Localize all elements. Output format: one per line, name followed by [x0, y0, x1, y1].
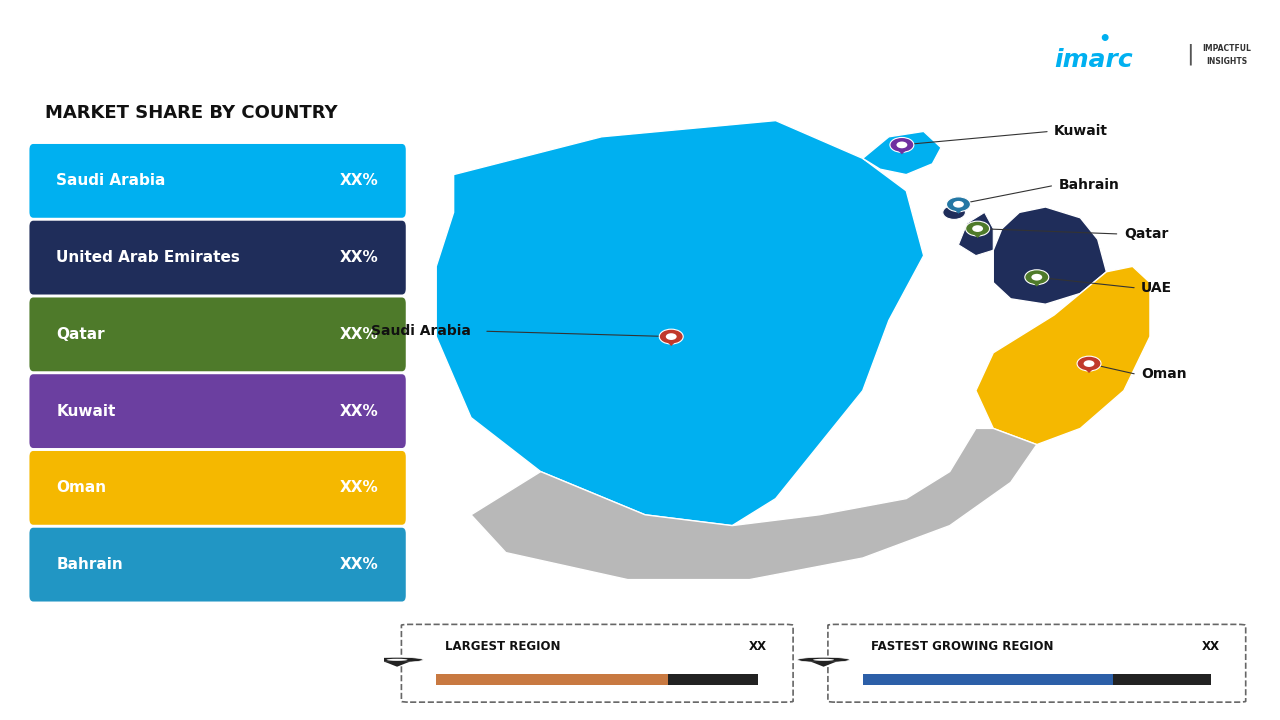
Polygon shape	[810, 662, 837, 667]
Text: •: •	[1098, 30, 1111, 49]
Polygon shape	[959, 212, 993, 256]
Text: Saudi Arabia: Saudi Arabia	[56, 174, 165, 189]
Polygon shape	[384, 662, 410, 667]
Polygon shape	[896, 148, 909, 154]
FancyBboxPatch shape	[668, 674, 758, 685]
Circle shape	[1032, 274, 1042, 281]
Text: Bahrain: Bahrain	[56, 557, 123, 572]
Circle shape	[890, 138, 914, 153]
Text: XX%: XX%	[340, 480, 379, 495]
Polygon shape	[863, 131, 941, 175]
Text: XX: XX	[749, 640, 767, 653]
Text: XX%: XX%	[340, 174, 379, 189]
Text: XX%: XX%	[340, 404, 379, 418]
Text: United Arab Emirates: United Arab Emirates	[56, 250, 241, 265]
FancyBboxPatch shape	[1114, 674, 1211, 685]
Circle shape	[954, 201, 964, 207]
Text: imarc: imarc	[1053, 48, 1133, 73]
Polygon shape	[972, 231, 984, 238]
Polygon shape	[436, 120, 924, 526]
FancyBboxPatch shape	[29, 528, 406, 601]
FancyBboxPatch shape	[29, 144, 406, 217]
FancyBboxPatch shape	[863, 674, 1114, 685]
Circle shape	[1084, 360, 1094, 367]
Circle shape	[371, 657, 424, 662]
Circle shape	[943, 205, 965, 220]
FancyBboxPatch shape	[402, 624, 794, 702]
Polygon shape	[471, 428, 1037, 580]
Circle shape	[973, 225, 983, 232]
Text: Qatar: Qatar	[56, 327, 105, 342]
Text: UAE: UAE	[1142, 281, 1172, 295]
Text: Oman: Oman	[1142, 367, 1187, 382]
Polygon shape	[993, 207, 1106, 304]
Polygon shape	[1083, 366, 1096, 373]
Circle shape	[1025, 270, 1048, 284]
Text: Bahrain: Bahrain	[1059, 179, 1120, 192]
Circle shape	[813, 659, 835, 661]
Polygon shape	[952, 207, 965, 214]
FancyBboxPatch shape	[29, 221, 406, 294]
Text: Kuwait: Kuwait	[1055, 125, 1108, 138]
Text: XX%: XX%	[340, 250, 379, 265]
Text: Saudi Arabia: Saudi Arabia	[371, 324, 471, 338]
FancyBboxPatch shape	[29, 374, 406, 448]
Text: Oman: Oman	[56, 480, 106, 495]
Circle shape	[1076, 356, 1101, 371]
Circle shape	[965, 221, 989, 236]
Circle shape	[387, 659, 407, 661]
Circle shape	[659, 329, 684, 344]
Circle shape	[666, 333, 677, 340]
FancyBboxPatch shape	[828, 624, 1245, 702]
Text: LARGEST REGION: LARGEST REGION	[445, 640, 561, 653]
Circle shape	[946, 197, 970, 212]
FancyBboxPatch shape	[436, 674, 668, 685]
Text: MARKET SHARE BY COUNTRY: MARKET SHARE BY COUNTRY	[45, 104, 338, 122]
Text: XX%: XX%	[340, 557, 379, 572]
Text: Kuwait: Kuwait	[56, 404, 115, 418]
Text: XX%: XX%	[340, 327, 379, 342]
Polygon shape	[975, 266, 1149, 444]
FancyBboxPatch shape	[29, 451, 406, 525]
Text: |: |	[1187, 43, 1194, 65]
FancyBboxPatch shape	[29, 297, 406, 372]
Text: IMPACTFUL: IMPACTFUL	[1202, 45, 1251, 53]
Circle shape	[896, 142, 908, 148]
Text: FASTEST GROWING REGION: FASTEST GROWING REGION	[872, 640, 1053, 653]
Text: XX: XX	[1202, 640, 1220, 653]
Polygon shape	[1030, 280, 1043, 287]
Text: INSIGHTS: INSIGHTS	[1206, 58, 1247, 66]
Polygon shape	[664, 339, 678, 346]
Circle shape	[797, 657, 850, 662]
Text: COUNTRY ANALYSIS: COUNTRY ANALYSIS	[471, 40, 809, 68]
Text: Qatar: Qatar	[1124, 227, 1169, 241]
